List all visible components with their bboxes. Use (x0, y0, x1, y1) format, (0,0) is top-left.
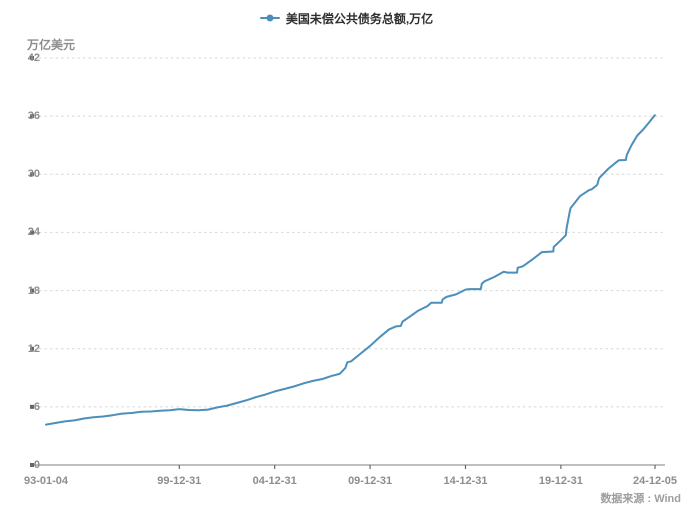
x-axis-tick-label: 93-01-04 (23, 475, 69, 487)
data-source-label: 数据来源 : Wind (600, 493, 681, 505)
y-axis-tick-label: 6 (33, 400, 40, 413)
x-axis-tick-label: 09-12-31 (348, 475, 393, 487)
y-axis-tick-label: 24 (27, 226, 40, 239)
x-axis-tick-label: 99-12-31 (157, 475, 202, 487)
y-axis-tick-square (30, 114, 34, 119)
y-axis-tick-label: 12 (27, 342, 40, 355)
y-axis-tick-label: 18 (27, 284, 40, 297)
debt-series-line (45, 114, 656, 426)
y-axis-tick-label: 42 (27, 52, 40, 64)
x-axis-tick-label: 24-12-05 (632, 475, 678, 487)
legend[interactable]: 美国未偿公共债务总额,万亿 (0, 8, 693, 28)
y-axis-tick-square (30, 172, 34, 177)
y-axis-tick-square (30, 463, 34, 467)
y-axis-tick-square (30, 230, 34, 235)
legend-line-marker-icon (259, 14, 280, 22)
legend-dot-icon (266, 14, 274, 22)
x-axis-tick-label: 04-12-31 (252, 475, 297, 487)
y-axis-tick-label: 36 (27, 110, 40, 123)
x-axis-tick-label: 14-12-31 (443, 475, 488, 487)
y-axis-tick-square (30, 404, 34, 409)
y-axis-tick-label: 0 (33, 459, 40, 471)
y-axis-tick-square (30, 346, 34, 351)
y-axis-unit-label: 万亿美元 (27, 38, 76, 52)
y-axis-tick-label: 30 (27, 168, 40, 181)
x-axis-tick-label: 19-12-31 (538, 475, 583, 487)
y-axis-tick-square (30, 56, 34, 60)
legend-series-label: 美国未偿公共债务总额,万亿 (285, 11, 434, 26)
y-axis-tick-square (30, 288, 34, 293)
